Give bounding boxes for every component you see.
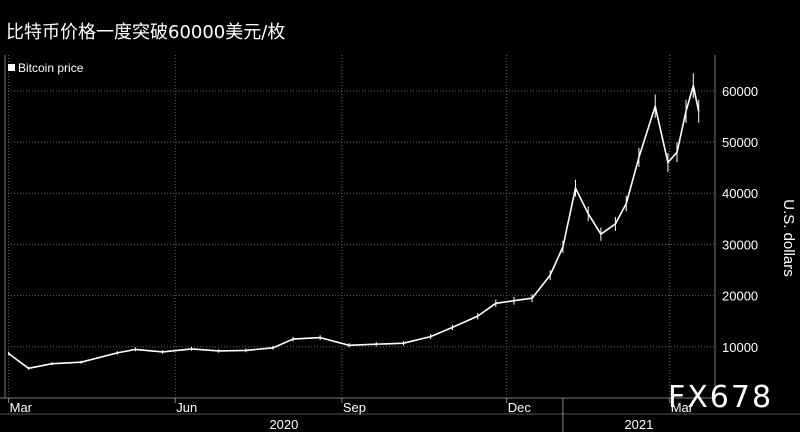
series-line [8,84,700,370]
plot-frame [0,55,800,415]
x-tick-label: Mar [671,400,694,415]
series-layer [8,73,700,370]
y-tick-labels: 10000 20000 30000 40000 50000 60000 [722,84,758,355]
y-tick-label: 40000 [722,186,758,201]
x-tick-label: Mar [10,400,33,415]
y-tick-label: 50000 [722,135,758,150]
y-tick-label: 10000 [722,340,758,355]
legend-swatch [8,64,15,71]
x-tick-label: Sep [343,400,366,415]
legend: Bitcoin price [8,61,84,75]
y-axis-label: U.S. dollars [780,199,797,277]
x-year-label: 2020 [269,417,298,432]
watermark-logo: FX678 [668,380,774,415]
grid-lines [5,55,715,398]
y-tick-label: 30000 [722,237,758,252]
x-tick-labels: Mar Jun Sep Dec Mar 2020 2021 [8,398,694,432]
legend-entry: Bitcoin price [18,61,84,75]
y-tick-label: 20000 [722,289,758,304]
chart-title: 比特币价格一度突破60000美元/枚 [6,22,286,43]
y-tick-label: 60000 [722,84,758,99]
x-year-label: 2021 [624,417,653,432]
x-tick-label: Jun [176,400,197,415]
x-tick-label: Dec [508,400,532,415]
